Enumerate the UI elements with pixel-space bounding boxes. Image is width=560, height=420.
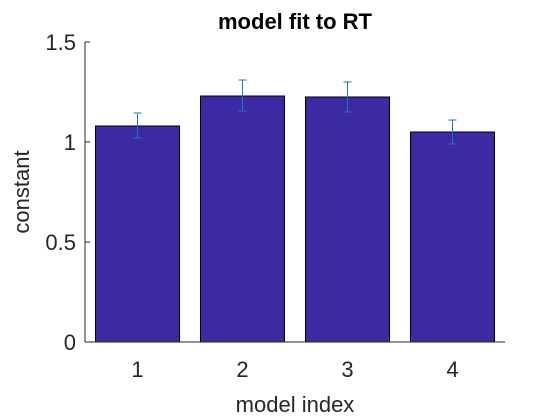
error-bars-layer [133,79,457,145]
error-bar [448,119,457,145]
bar [410,131,495,343]
x-tick-label: 1 [131,357,143,382]
bar [95,125,180,343]
chart-title: model fit to RT [218,9,373,34]
error-bar [238,79,247,112]
error-bar [343,81,352,113]
y-tick-label: 0.5 [45,230,76,255]
bar [200,95,285,343]
x-tick-label: 4 [446,357,458,382]
x-tick-label: 2 [236,357,248,382]
x-tick-label: 3 [341,357,353,382]
y-axis-label: constant [9,150,34,233]
axes-layer [84,42,505,343]
x-axis-label: model index [236,392,355,417]
bars-layer [95,95,495,343]
y-tick-label: 0 [64,330,76,355]
error-bar [133,112,142,139]
y-tick-label: 1.5 [45,30,76,55]
bar [305,96,390,343]
y-tick-label: 1 [64,130,76,155]
tick-layer: 0 0.5 1 1.5 1 2 3 4 [45,30,458,382]
